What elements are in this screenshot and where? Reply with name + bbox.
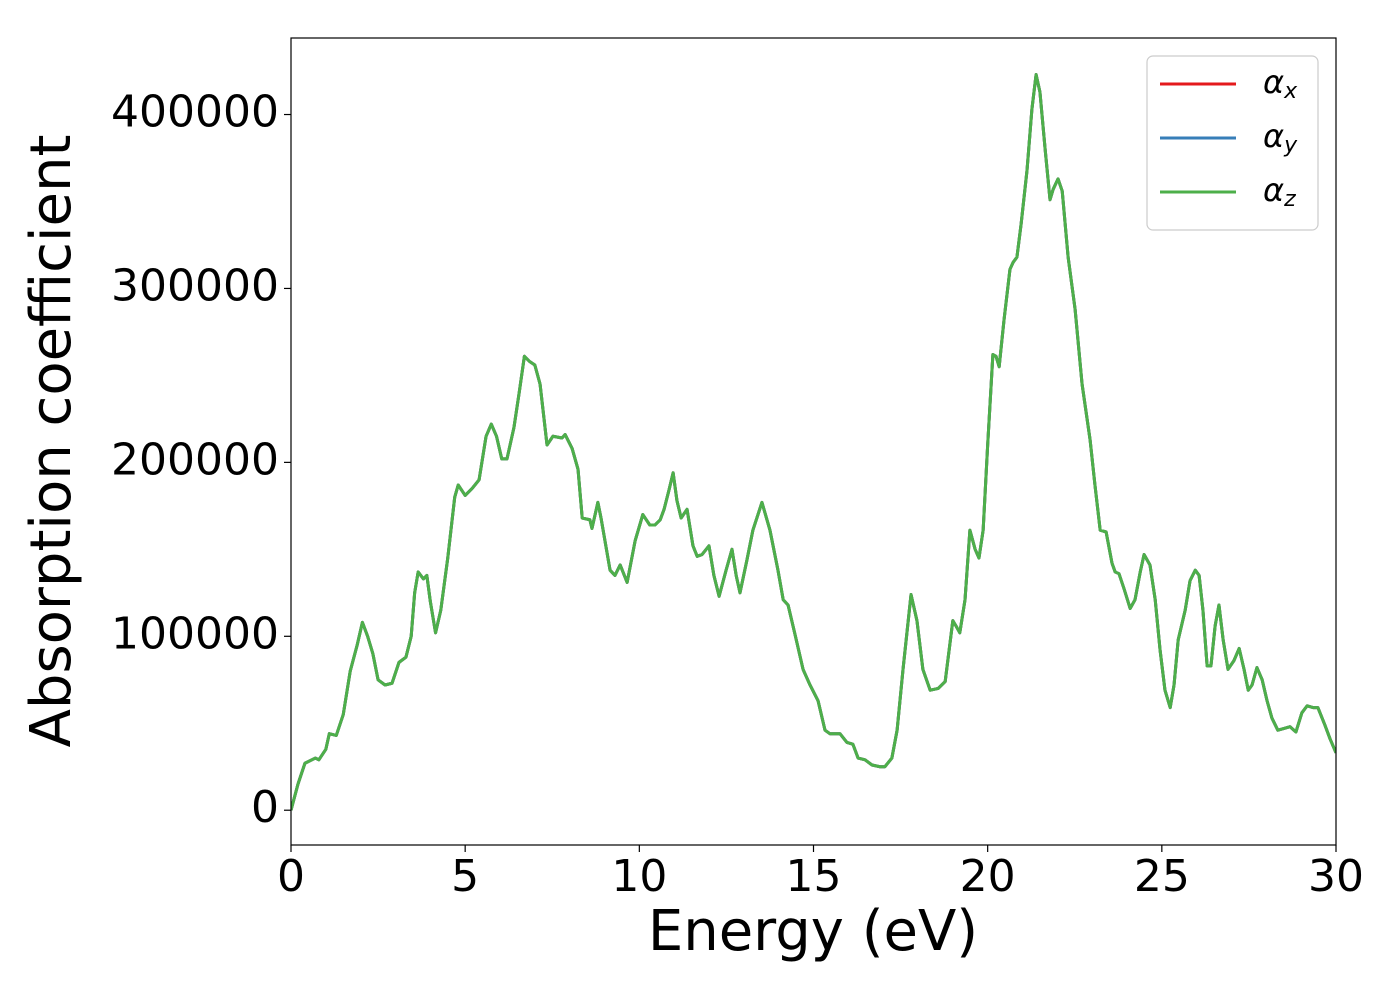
plot-frame [290,37,1337,846]
y-tick-label: 100000 [111,608,279,659]
x-tick-label: 0 [277,851,305,902]
y-tick-label: 300000 [111,260,279,311]
y-tick-label: 0 [251,782,279,833]
y-tick-label: 200000 [111,434,279,485]
legend-box [1146,55,1319,231]
y-tick-label: 400000 [111,87,279,138]
x-tick-label: 20 [960,851,1016,902]
data-line [291,73,1336,811]
legend-label: αz [1263,171,1296,212]
y-axis-title: Absorption coefficient [19,135,84,748]
x-tick-label: 25 [1134,851,1190,902]
x-tick-label: 10 [611,851,667,902]
x-tick-label: 5 [451,851,479,902]
x-tick-label: 30 [1308,851,1364,902]
x-tick-label: 15 [786,851,842,902]
legend-label: αx [1263,63,1298,104]
legend-label: αy [1263,117,1298,158]
x-axis-title: Energy (eV) [648,899,978,964]
